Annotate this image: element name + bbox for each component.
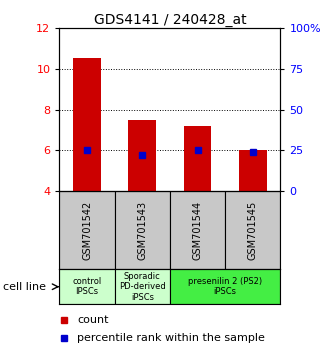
Bar	[184, 126, 212, 191]
Text: GSM701544: GSM701544	[193, 200, 203, 260]
Bar	[239, 150, 267, 191]
Bar	[73, 58, 101, 191]
Bar	[128, 120, 156, 191]
Text: GSM701545: GSM701545	[248, 200, 258, 260]
Text: presenilin 2 (PS2)
iPSCs: presenilin 2 (PS2) iPSCs	[188, 277, 262, 296]
Text: control
IPSCs: control IPSCs	[72, 277, 102, 296]
Text: cell line: cell line	[3, 282, 46, 292]
Text: Sporadic
PD-derived
iPSCs: Sporadic PD-derived iPSCs	[119, 272, 166, 302]
Text: count: count	[77, 315, 109, 325]
Text: GSM701543: GSM701543	[137, 200, 147, 260]
Bar	[170, 269, 280, 304]
Bar	[115, 269, 170, 304]
Bar	[225, 191, 280, 269]
Text: GSM701542: GSM701542	[82, 200, 92, 260]
Text: percentile rank within the sample: percentile rank within the sample	[77, 333, 265, 343]
Bar	[170, 191, 225, 269]
Title: GDS4141 / 240428_at: GDS4141 / 240428_at	[94, 13, 246, 27]
Bar	[115, 191, 170, 269]
Bar	[59, 191, 115, 269]
Bar	[59, 269, 115, 304]
